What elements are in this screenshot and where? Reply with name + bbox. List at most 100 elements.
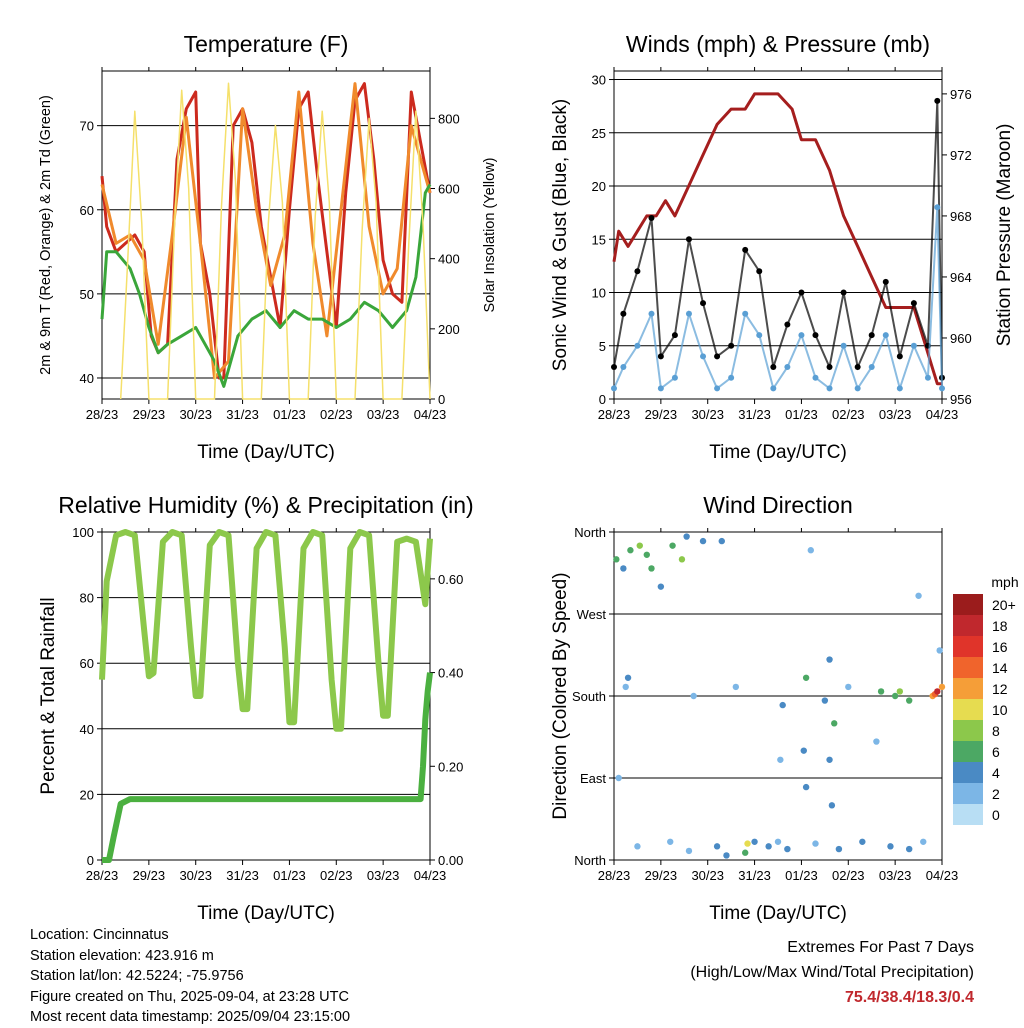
- data-point: [828, 802, 836, 809]
- y-tick-label: 20: [80, 787, 94, 802]
- plot-frame: [101, 70, 431, 400]
- x-tick-label: 28/23: [598, 407, 631, 422]
- x-tick-label: 04/23: [926, 407, 959, 422]
- series-line: [613, 100, 943, 378]
- data-point: [723, 852, 730, 859]
- panel-title: Relative Humidity (%) & Precipitation (i…: [58, 492, 473, 518]
- legend-swatch: [953, 678, 983, 699]
- x-tick-label: 29/23: [645, 868, 678, 883]
- x-tick-label: 01/23: [785, 407, 818, 422]
- x-tick-label: 02/23: [832, 407, 865, 422]
- x-tick-label: 29/23: [645, 407, 678, 422]
- data-point: [938, 683, 946, 691]
- y-tick-label: 30: [592, 73, 606, 88]
- y-tick-label: 25: [592, 126, 606, 141]
- x-tick-label: 04/23: [414, 407, 447, 422]
- data-point: [744, 840, 751, 847]
- x-tick-label: 30/23: [179, 868, 212, 883]
- data-point: [887, 843, 894, 850]
- y2-tick-label: 0.60: [438, 572, 463, 587]
- x-axis-label: Time (Day/UTC): [197, 903, 335, 924]
- y-tick-label: 0: [599, 392, 606, 407]
- extremes-block: Extremes For Past 7 Days (High/Low/Max W…: [690, 935, 974, 1010]
- series-line: [613, 207, 943, 392]
- data-point: [779, 701, 786, 709]
- y2-tick-label: 200: [438, 322, 460, 337]
- y2-tick-label: 600: [438, 182, 460, 197]
- data-point: [643, 551, 650, 558]
- y-tick-label: 0: [87, 853, 94, 868]
- y2-axis-label: Solar Insolation (Yellow): [482, 157, 498, 312]
- data-point: [636, 542, 643, 549]
- x-axis-label: Time (Day/UTC): [709, 903, 847, 924]
- data-point: [634, 843, 641, 850]
- legend-label: 10: [992, 702, 1008, 718]
- x-tick-label: 29/23: [133, 407, 166, 422]
- y-tick-label: 10: [592, 286, 606, 301]
- data-point: [765, 843, 772, 850]
- y-tick-label: South: [572, 689, 606, 704]
- legend-swatch: [953, 594, 983, 615]
- data-point: [648, 565, 655, 572]
- series-line: [102, 672, 433, 863]
- data-point: [678, 556, 686, 563]
- legend-swatch: [953, 636, 983, 657]
- legend-label: 12: [992, 681, 1008, 697]
- data-point: [896, 688, 904, 695]
- data-point: [774, 838, 782, 845]
- x-tick-label: 30/23: [179, 407, 212, 422]
- legend-label: 20+: [992, 597, 1016, 613]
- speed-legend: mph 20+ 18 16 14 12 10 8 6 4 2 0: [953, 574, 1019, 825]
- x-tick-label: 03/23: [367, 407, 400, 422]
- x-tick-label: 01/23: [273, 407, 306, 422]
- panel-3: Relative Humidity (%) & Precipitation (i…: [38, 492, 474, 924]
- legend-swatch: [953, 657, 983, 678]
- x-tick-label: 31/23: [226, 868, 259, 883]
- legend-swatch: [953, 720, 983, 741]
- series-line: [99, 529, 433, 732]
- y2-tick-label: 972: [950, 148, 972, 163]
- data-point: [615, 774, 622, 782]
- x-tick-label: 02/23: [320, 868, 353, 883]
- data-point: [742, 849, 749, 856]
- y2-tick-label: 0.00: [438, 853, 463, 868]
- data-point: [826, 656, 833, 663]
- data-point: [657, 583, 665, 590]
- data-point: [667, 838, 674, 845]
- y-tick-label: 100: [72, 525, 94, 540]
- x-tick-label: 28/23: [598, 868, 631, 883]
- station-info: Location: Cincinnatus Station elevation:…: [30, 925, 350, 1028]
- y-tick-label: West: [577, 607, 607, 622]
- data-point: [699, 537, 707, 545]
- legend-label: 18: [992, 618, 1008, 634]
- y-tick-label: 5: [599, 339, 606, 354]
- y2-tick-label: 976: [950, 87, 972, 102]
- legend-label: 2: [992, 786, 1000, 802]
- panel-2: Winds (mph) & Pressure (mb) Time (Day/UTC…: [550, 31, 1015, 463]
- y2-axis-label: Station Pressure (Maroon): [994, 124, 1015, 347]
- data-point: [873, 738, 880, 745]
- x-tick-label: 01/23: [273, 868, 306, 883]
- legend-swatch: [953, 783, 983, 804]
- legend-label: 6: [992, 744, 1000, 760]
- data-point: [624, 674, 632, 681]
- series-line: [100, 82, 432, 380]
- series-line: [612, 92, 942, 386]
- data-point: [751, 838, 758, 845]
- legend-label: 0: [992, 807, 1000, 823]
- x-tick-label: 03/23: [367, 868, 400, 883]
- y2-tick-label: 968: [950, 209, 972, 224]
- data-point: [802, 674, 810, 681]
- x-tick-label: 02/23: [832, 868, 865, 883]
- station-latlon: Station lat/lon: 42.5224; -75.9756: [30, 968, 244, 984]
- extremes-values: 75.4/38.4/18.3/0.4: [845, 989, 974, 1006]
- x-tick-label: 04/23: [414, 868, 447, 883]
- y-axis-label: Direction (Colored By Speed): [550, 572, 571, 819]
- y2-tick-label: 964: [950, 270, 972, 285]
- x-tick-label: 29/23: [133, 868, 166, 883]
- legend-swatch: [953, 804, 983, 825]
- legend-label: 8: [992, 723, 1000, 739]
- x-tick-label: 28/23: [86, 868, 119, 883]
- y-tick-label: 40: [80, 722, 94, 737]
- y-tick-label: 60: [80, 656, 94, 671]
